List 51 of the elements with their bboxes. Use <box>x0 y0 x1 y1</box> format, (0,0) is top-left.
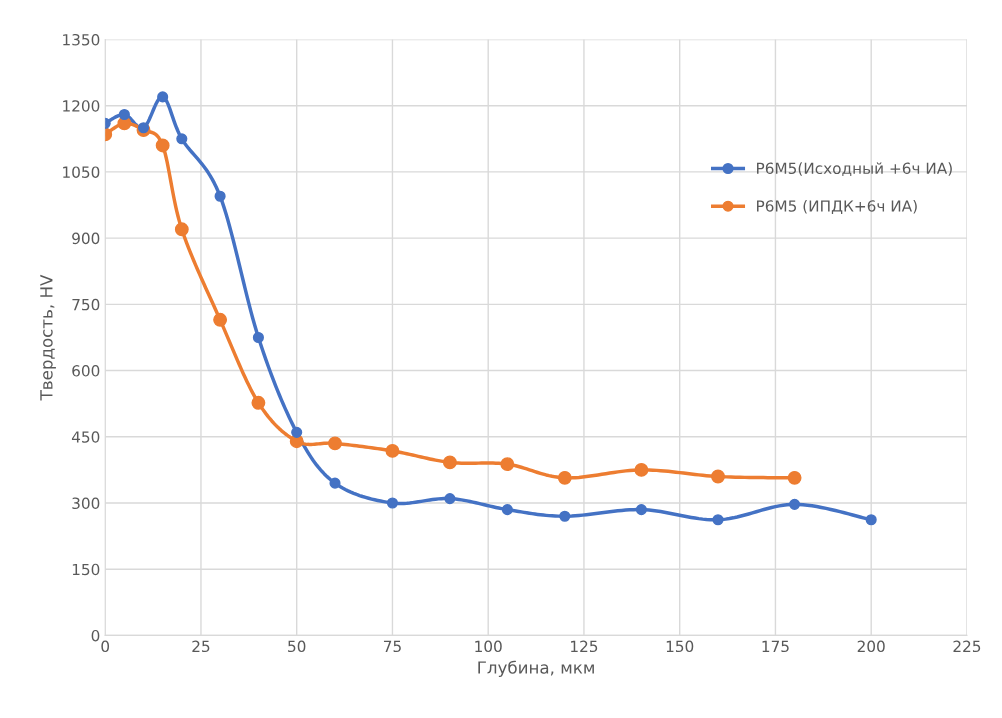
point <box>386 497 399 509</box>
y-tick-label: 900 <box>72 232 100 245</box>
y-tick-label: 1050 <box>63 166 100 178</box>
point <box>213 312 228 327</box>
y-tick-label: 1350 <box>63 33 100 46</box>
point <box>712 514 724 526</box>
point <box>329 477 341 489</box>
y-tick-label: 1200 <box>63 100 100 112</box>
point <box>501 504 513 516</box>
y-tick-label: 600 <box>72 365 100 377</box>
x-tick-label: 225 <box>953 640 981 653</box>
x-tick-label: 50 <box>288 640 306 653</box>
point <box>252 331 264 344</box>
point <box>444 493 456 505</box>
x-axis-title: Глубина, мкм <box>478 660 594 678</box>
point <box>500 457 515 472</box>
y-tick-label: 750 <box>72 298 100 311</box>
x-tick-label: 150 <box>666 640 694 653</box>
point <box>174 222 189 237</box>
point <box>559 510 571 522</box>
point <box>291 426 303 438</box>
x-tick-label: 25 <box>192 640 210 653</box>
x-tick-label: 175 <box>762 640 789 653</box>
point <box>789 498 801 510</box>
point <box>385 443 400 458</box>
x-tick-label: 0 <box>101 640 110 653</box>
point <box>118 108 130 121</box>
point <box>787 470 802 485</box>
x-tick-label: 75 <box>383 640 401 653</box>
y-tick-label: 150 <box>72 563 100 576</box>
point <box>634 462 649 477</box>
point <box>214 190 226 202</box>
y-tick-label: 0 <box>91 629 100 642</box>
legend-label: Р6М5(Исходный +6ч ИА) <box>757 162 952 176</box>
x-tick-label: 200 <box>857 640 885 653</box>
point <box>328 436 342 451</box>
y-tick-label: 300 <box>72 497 100 510</box>
point <box>176 133 188 145</box>
point <box>157 91 169 103</box>
point <box>155 138 170 153</box>
x-tick-label: 125 <box>571 640 598 653</box>
x-tick-label: 100 <box>475 640 502 653</box>
point <box>711 469 725 484</box>
point <box>557 470 572 485</box>
legend-label: Р6М5 (ИПДК+6ч ИА) <box>757 199 917 214</box>
point <box>442 455 457 470</box>
point <box>865 514 877 526</box>
point <box>635 504 647 516</box>
point <box>251 395 266 410</box>
y-tick-label: 450 <box>71 431 100 443</box>
y-axis-title: Твердость, HV <box>40 274 56 401</box>
